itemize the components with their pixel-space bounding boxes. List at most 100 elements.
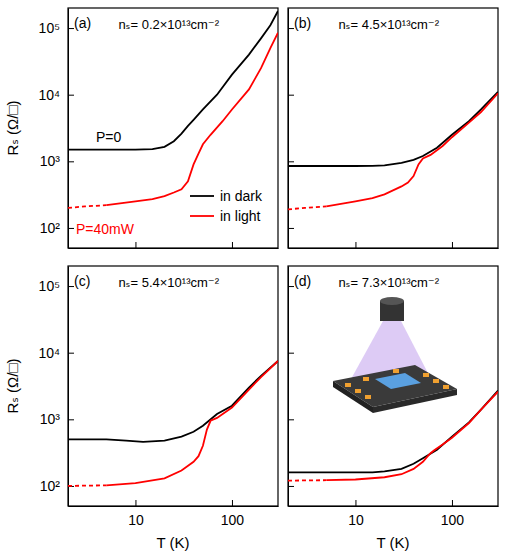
chart-container: 10² 10³ 10⁴ 10⁵ (a) nₛ= 0.2×10¹³cm⁻² Rₛ (Ω/□) P…	[0, 0, 505, 560]
y-axis-line	[68, 267, 69, 507]
series-line	[106, 361, 278, 485]
series-line	[288, 206, 326, 209]
plot-area	[68, 11, 278, 208]
y-tick	[288, 486, 294, 487]
plot-frame	[68, 266, 278, 506]
x-tick	[135, 242, 136, 248]
y-axis	[288, 9, 294, 249]
y-tick-label: 10⁵	[39, 278, 60, 294]
panel: 10100(d)nₛ= 7.3×10¹³cm⁻²T (K)	[288, 266, 499, 551]
y-tick-mark	[68, 161, 74, 162]
chip	[333, 365, 457, 407]
panel: (b)nₛ= 4.5×10¹³cm⁻²	[288, 8, 499, 249]
x-axis-line	[289, 506, 499, 507]
y-tick	[288, 95, 294, 96]
series-line	[288, 92, 498, 166]
y-axis-title: Rₛ (Ω/□)	[4, 100, 21, 155]
plot-area	[68, 361, 278, 486]
x-axis: 10 100	[289, 500, 499, 528]
x-axis	[69, 242, 279, 249]
panel-label: (c)	[74, 273, 90, 289]
x-tick-label: 10	[128, 512, 144, 528]
y-tick	[288, 228, 294, 229]
y-tick-mark	[288, 228, 294, 229]
series-line	[326, 93, 498, 206]
x-axis-line	[69, 248, 279, 249]
x-tick-mark	[232, 500, 233, 506]
y-tick: 10⁵	[39, 278, 74, 294]
panel-label: (a)	[74, 15, 91, 31]
series-line	[288, 479, 326, 481]
panel-label: (b)	[294, 15, 311, 31]
x-tick-mark	[452, 500, 453, 506]
y-tick: 10⁴	[38, 87, 74, 103]
chip-side	[333, 381, 373, 413]
y-axis	[288, 267, 294, 507]
contact-pad	[433, 379, 439, 383]
x-tick: 10	[128, 500, 144, 528]
x-tick: 100	[221, 500, 245, 528]
contact-pad	[365, 395, 371, 399]
y-tick: 10²	[40, 220, 74, 236]
x-axis-line	[69, 506, 279, 507]
y-tick-mark	[68, 419, 74, 420]
y-axis-line	[288, 267, 289, 507]
y-axis-title: Rₛ (Ω/□)	[4, 358, 21, 413]
panel: 10 100 10² 10³ 10⁴ 10⁵ (c) nₛ= 5.4×10¹³cm⁻² T (K…	[4, 266, 279, 551]
y-axis: 10² 10³ 10⁴ 10⁵	[38, 267, 74, 507]
y-tick-label: 10⁴	[38, 345, 60, 361]
panel: 10² 10³ 10⁴ 10⁵ (a) nₛ= 0.2×10¹³cm⁻² Rₛ (Ω/□) P…	[4, 8, 279, 249]
x-tick-mark	[355, 242, 356, 248]
x-tick: 10	[348, 500, 364, 528]
y-tick-label: 10²	[40, 478, 61, 494]
annotation: P=40mW	[76, 221, 135, 237]
plot-frame	[68, 8, 278, 248]
y-tick: 10⁵	[39, 20, 74, 36]
x-axis-title: T (K)	[156, 534, 189, 551]
series-line	[68, 484, 106, 486]
lamp-top	[380, 297, 404, 305]
contact-pad	[393, 369, 399, 373]
figure: 10² 10³ 10⁴ 10⁵ (a) nₛ= 0.2×10¹³cm⁻² Rₛ (Ω/□) P…	[0, 0, 505, 560]
plot-area	[288, 391, 498, 481]
y-tick-mark	[68, 353, 74, 354]
x-tick: 100	[441, 500, 465, 528]
y-tick-mark	[288, 486, 294, 487]
y-tick: 10³	[40, 153, 74, 169]
y-tick-mark	[288, 95, 294, 96]
y-tick	[288, 353, 294, 354]
plot-frame	[288, 266, 498, 506]
series-line	[68, 11, 278, 150]
y-tick-mark	[68, 95, 74, 96]
contact-pad	[345, 383, 351, 387]
contact-pad	[363, 377, 369, 381]
series-line	[68, 205, 106, 208]
contact-pad	[443, 385, 449, 389]
x-tick-label: 10	[348, 512, 364, 528]
x-axis	[289, 242, 499, 249]
chip-side	[373, 389, 457, 413]
x-tick	[452, 242, 453, 248]
panel-subtitle: nₛ= 0.2×10¹³cm⁻²	[118, 17, 219, 32]
y-tick-label: 10⁴	[38, 87, 60, 103]
series-line	[106, 33, 278, 205]
y-axis: 10² 10³ 10⁴ 10⁵	[38, 9, 74, 249]
y-tick-label: 10³	[40, 153, 61, 169]
y-tick-label: 10³	[40, 411, 61, 427]
y-tick: 10³	[40, 411, 74, 427]
y-tick: 10⁴	[38, 345, 74, 361]
x-tick-mark	[355, 500, 356, 506]
x-tick-mark	[232, 242, 233, 248]
y-axis-line	[68, 9, 69, 249]
plot-area	[288, 92, 498, 209]
series-line	[326, 392, 498, 481]
inset-illustration	[333, 297, 457, 413]
sample	[375, 373, 421, 389]
panel-subtitle: nₛ= 5.4×10¹³cm⁻²	[118, 275, 219, 290]
y-tick-label: 10²	[40, 220, 61, 236]
legend-label: in light	[220, 208, 261, 224]
series-line	[288, 391, 498, 473]
legend: in darkin light	[190, 188, 263, 224]
x-axis: 10 100	[69, 500, 279, 528]
y-tick-label: 10⁵	[39, 20, 60, 36]
